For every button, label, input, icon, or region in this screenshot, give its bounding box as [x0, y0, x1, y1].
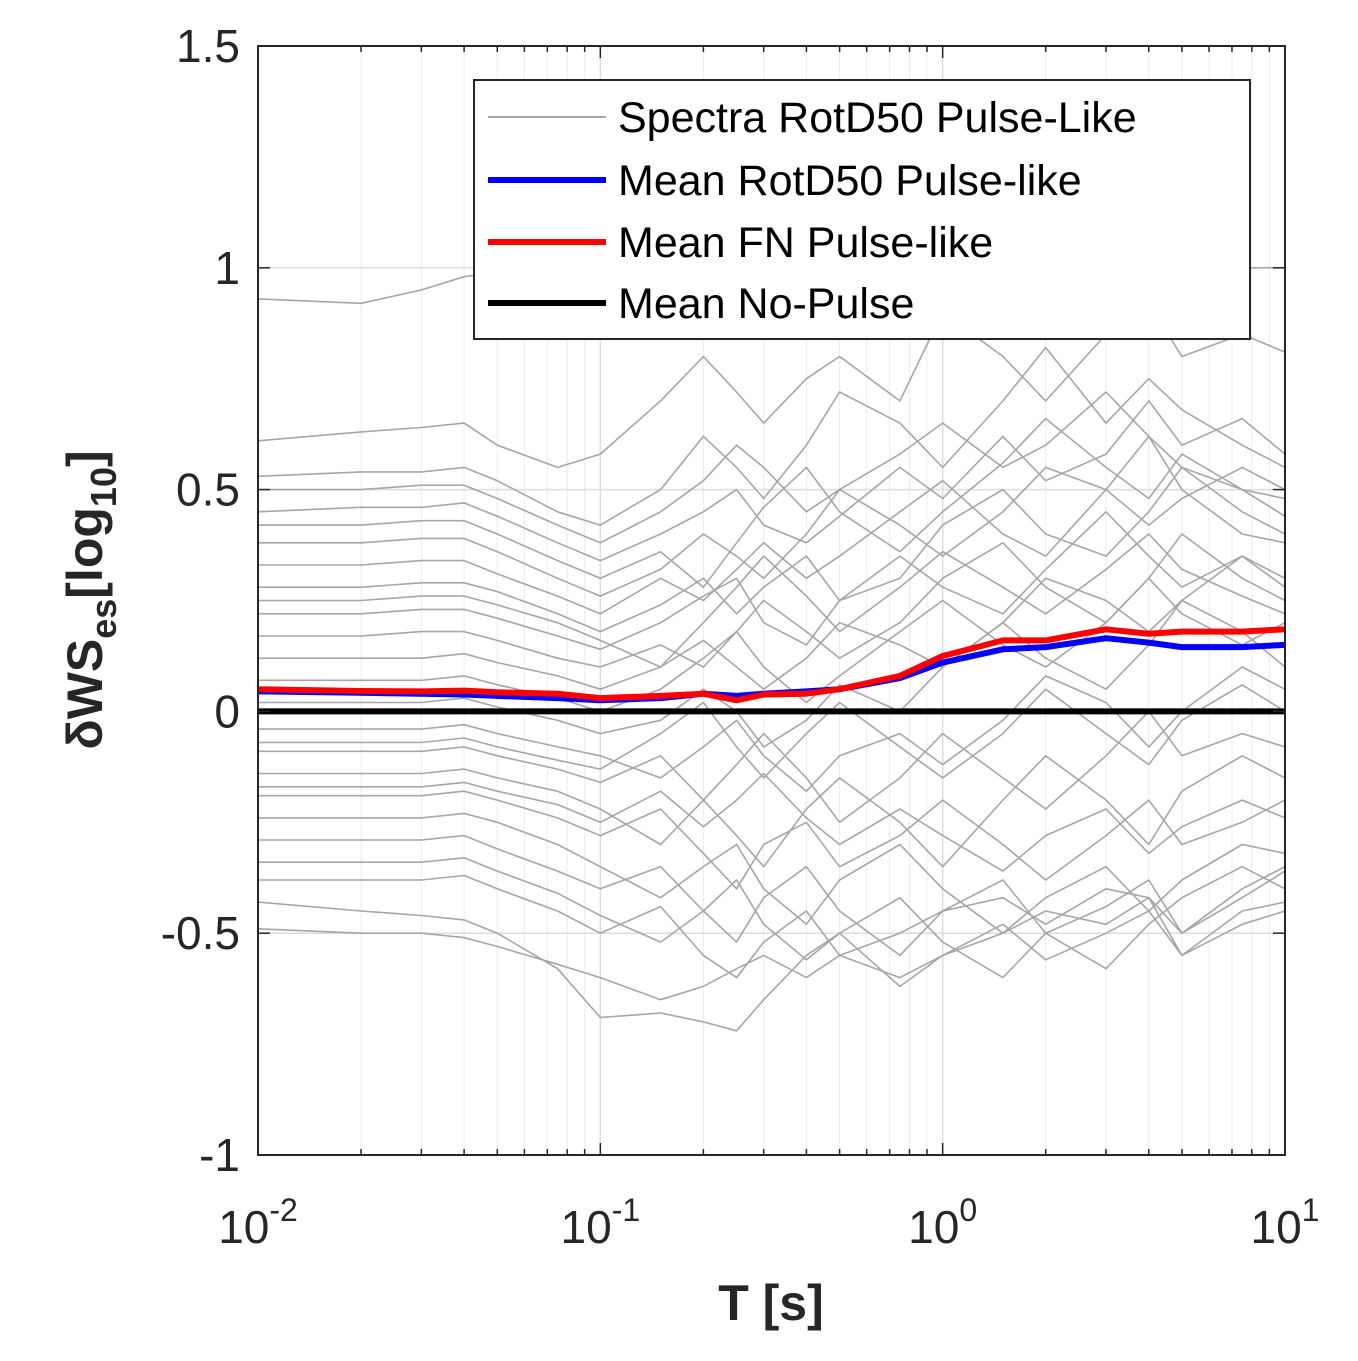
y-tick-label: 1 [214, 242, 240, 294]
y-tick-label: 1.5 [176, 20, 240, 72]
spectrum-line [257, 865, 1286, 1032]
x-tick-label: 10-2 [218, 1192, 298, 1253]
x-tick-label-base: 10 [218, 1201, 269, 1253]
legend-label-mean-fn: Mean FN Pulse-like [618, 219, 993, 267]
spectrum-line [258, 555, 1286, 690]
axes-box [257, 45, 1286, 1156]
spectrum-line [258, 812, 1286, 934]
mean-lines [257, 626, 1286, 715]
x-tick-label-base: 10 [1251, 1201, 1302, 1253]
spectrum-line [258, 391, 1286, 544]
x-tick-label-exponent: -1 [612, 1192, 640, 1228]
x-tick-labels: 10-2 10-1 100 101 [218, 1192, 1319, 1253]
x-tick-label-exponent: 1 [1302, 1192, 1320, 1228]
y-axis-label-unit-close: ] [57, 450, 113, 467]
x-tick-label: 10-1 [561, 1192, 641, 1253]
x-tick-label: 101 [1251, 1192, 1320, 1253]
x-tick-label-base: 10 [561, 1201, 612, 1253]
spectrum-line [258, 857, 1286, 979]
x-tick-label-exponent: 0 [959, 1192, 977, 1228]
y-axis-label-subscript: es [83, 599, 124, 639]
spectrum-line [258, 599, 1286, 748]
spectrum-line [258, 466, 1286, 597]
spectrum-line [257, 346, 1286, 526]
y-tick-label: 0 [214, 685, 240, 737]
spectrum-line [258, 417, 1286, 588]
y-axis-label-prefix: δWS [57, 639, 113, 750]
legend: Spectra RotD50 Pulse-Like Mean RotD50 Pu… [473, 79, 1251, 340]
spectrum-line [257, 400, 1286, 562]
y-tick-label: -0.5 [161, 907, 240, 959]
mean-fn-line [257, 626, 1286, 704]
legend-label-spectra: Spectra RotD50 Pulse-Like [618, 94, 1137, 142]
legend-box [473, 79, 1251, 340]
y-tick-labels: -1 -0.5 0 0.5 1 1.5 [161, 20, 240, 1181]
x-tick-label-exponent: -2 [269, 1192, 297, 1228]
legend-label-mean-no-pulse: Mean No-Pulse [618, 280, 914, 328]
spectrum-line [258, 435, 1286, 615]
x-tick-label: 100 [908, 1192, 977, 1253]
legend-label-mean-rotd50: Mean RotD50 Pulse-like [618, 157, 1082, 205]
y-tick-label: -1 [199, 1129, 240, 1181]
spectrum-line [258, 533, 1286, 668]
spectrum-line [258, 874, 1286, 979]
spectrum-line [258, 772, 1286, 872]
spectrum-line [258, 511, 1286, 651]
spectrum-line [258, 755, 1286, 868]
x-tick-label-base: 10 [908, 1201, 959, 1253]
y-axis-label: δWSes[log10] [57, 450, 124, 749]
y-axis-label-unit-subscript: 10 [83, 467, 124, 507]
x-axis-label: T [s] [718, 1275, 824, 1331]
spectrum-line [258, 684, 1286, 779]
y-tick-label: 0.5 [176, 464, 240, 516]
y-axis-label-unit-open: [log [57, 507, 113, 599]
spectrum-line [258, 790, 1286, 890]
spectrum-line [258, 834, 1286, 970]
spectrum-line [258, 666, 1286, 792]
spectrum-line [258, 577, 1286, 713]
tick-marks [257, 45, 1285, 1156]
